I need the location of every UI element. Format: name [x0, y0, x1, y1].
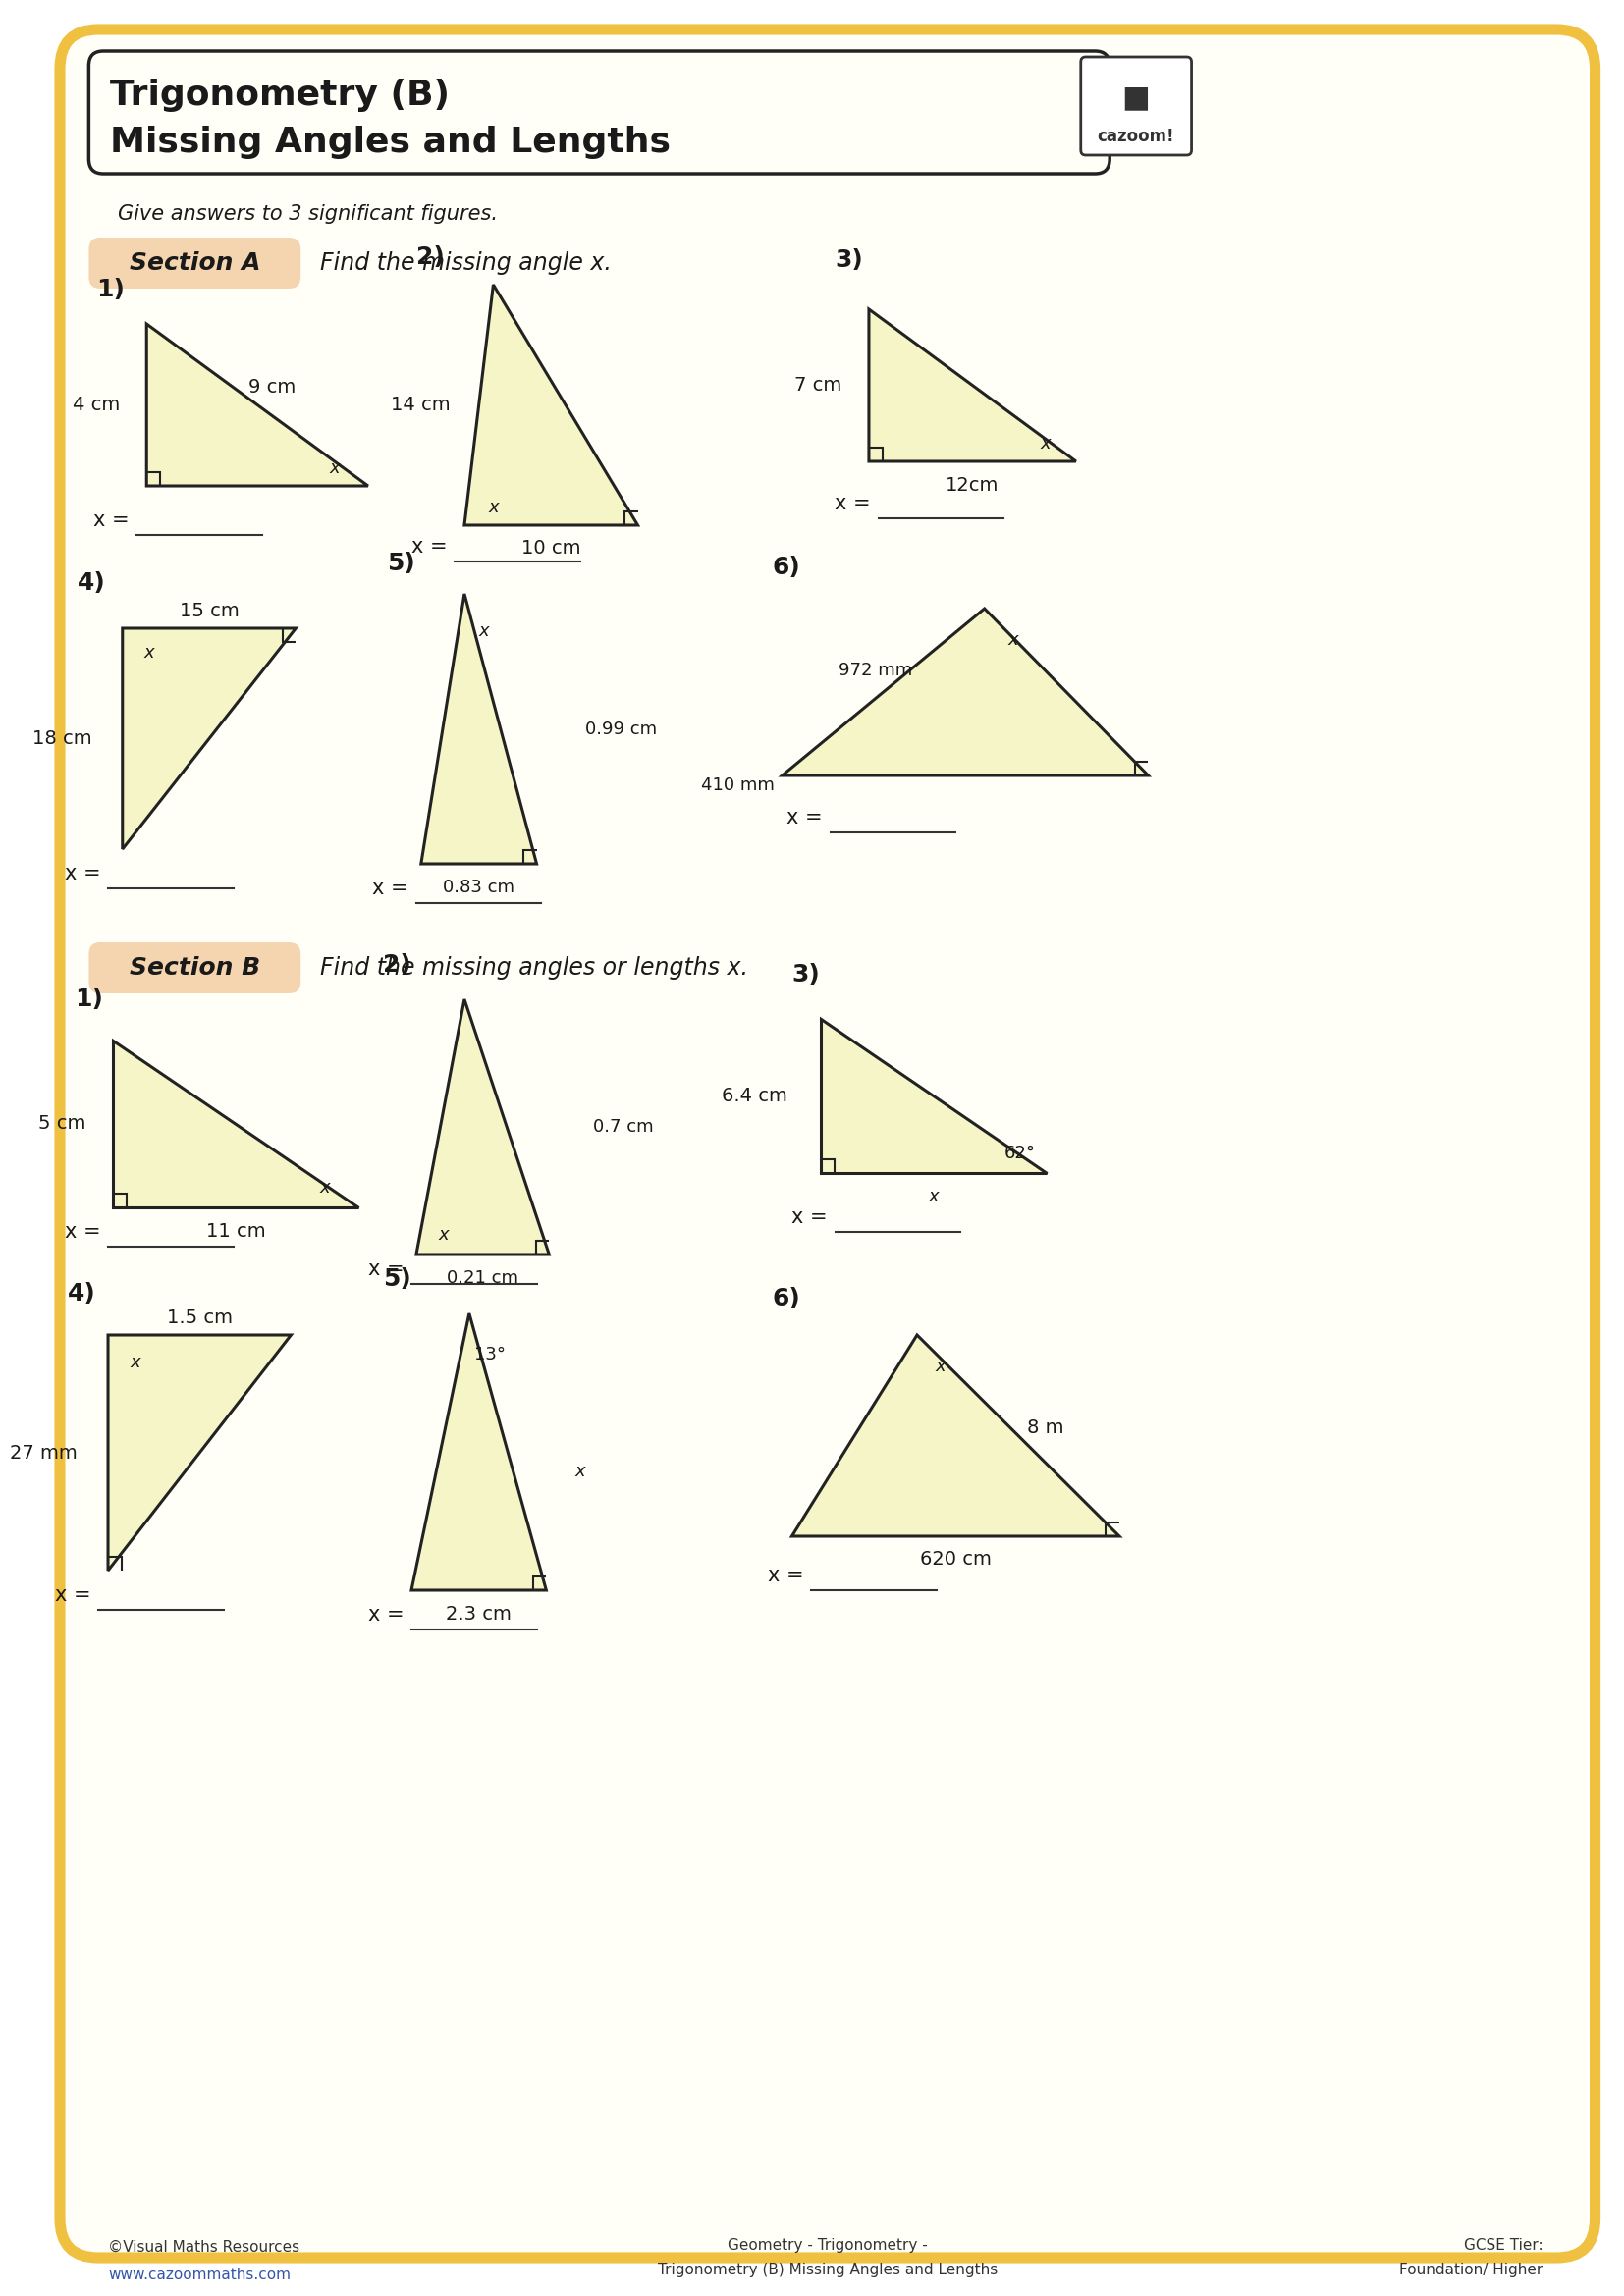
- Polygon shape: [122, 629, 296, 850]
- Text: Give answers to 3 significant figures.: Give answers to 3 significant figures.: [117, 204, 497, 223]
- Text: 62°: 62°: [1004, 1146, 1036, 1162]
- Text: Section A: Section A: [130, 250, 260, 276]
- Text: 2): 2): [383, 953, 411, 976]
- Text: 11 cm: 11 cm: [206, 1221, 265, 1240]
- Text: Geometry - Trigonometry -
Trigonometry (B) Missing Angles and Lengths: Geometry - Trigonometry - Trigonometry (…: [658, 2239, 997, 2278]
- Text: x: x: [330, 459, 339, 478]
- FancyBboxPatch shape: [89, 236, 300, 289]
- Text: x =: x =: [411, 537, 447, 556]
- Text: x =: x =: [372, 879, 409, 898]
- Text: x: x: [320, 1178, 330, 1196]
- Text: x: x: [929, 1187, 939, 1205]
- Text: 13°: 13°: [474, 1345, 507, 1364]
- Text: 0.83 cm: 0.83 cm: [443, 879, 515, 895]
- Text: cazoom!: cazoom!: [1098, 129, 1174, 145]
- FancyBboxPatch shape: [89, 51, 1109, 174]
- Text: 1.5 cm: 1.5 cm: [167, 1309, 232, 1327]
- Text: x =: x =: [768, 1566, 804, 1584]
- Text: x: x: [489, 498, 499, 517]
- Polygon shape: [109, 1334, 291, 1570]
- Text: x =: x =: [786, 808, 823, 827]
- Text: 27 mm: 27 mm: [10, 1444, 78, 1463]
- Text: x: x: [935, 1357, 945, 1375]
- Text: x: x: [438, 1226, 448, 1244]
- Text: x =: x =: [367, 1261, 404, 1279]
- Text: 12cm: 12cm: [945, 475, 999, 494]
- Polygon shape: [416, 999, 549, 1254]
- Polygon shape: [793, 1334, 1119, 1536]
- Text: Trigonometry (B): Trigonometry (B): [110, 78, 450, 113]
- Text: x: x: [145, 643, 154, 661]
- Text: 5 cm: 5 cm: [39, 1114, 86, 1134]
- Polygon shape: [783, 608, 1148, 776]
- Text: 1): 1): [96, 278, 125, 301]
- Polygon shape: [421, 595, 536, 863]
- Text: Section B: Section B: [130, 955, 260, 980]
- FancyBboxPatch shape: [89, 941, 300, 994]
- Text: 3): 3): [835, 248, 864, 271]
- Text: 0.21 cm: 0.21 cm: [447, 1270, 518, 1286]
- Text: 18 cm: 18 cm: [32, 730, 91, 748]
- Text: x =: x =: [835, 494, 870, 514]
- Polygon shape: [820, 1019, 1047, 1173]
- Text: 0.99 cm: 0.99 cm: [585, 721, 656, 737]
- Text: 9 cm: 9 cm: [248, 379, 296, 397]
- Text: 5): 5): [383, 1267, 411, 1290]
- Text: 6): 6): [773, 1286, 801, 1311]
- Text: x: x: [479, 622, 489, 641]
- Text: x =: x =: [791, 1208, 828, 1226]
- Text: x: x: [1009, 631, 1018, 650]
- Text: 14 cm: 14 cm: [390, 395, 450, 413]
- Text: 10 cm: 10 cm: [521, 540, 581, 558]
- Text: ■: ■: [1122, 83, 1150, 113]
- Text: 4): 4): [68, 1281, 96, 1306]
- Text: x =: x =: [65, 863, 101, 884]
- Text: 410 mm: 410 mm: [702, 776, 775, 794]
- Text: x: x: [1039, 434, 1051, 452]
- Text: 15 cm: 15 cm: [179, 602, 239, 620]
- Text: 0.7 cm: 0.7 cm: [593, 1118, 654, 1137]
- Text: x =: x =: [55, 1584, 91, 1605]
- Text: 1): 1): [75, 987, 102, 1010]
- Text: 620 cm: 620 cm: [919, 1550, 991, 1568]
- Text: x =: x =: [93, 510, 130, 530]
- Text: 2.3 cm: 2.3 cm: [447, 1605, 512, 1623]
- Text: x: x: [575, 1463, 586, 1481]
- Text: x =: x =: [65, 1221, 101, 1242]
- Text: 8 m: 8 m: [1026, 1419, 1064, 1437]
- Text: www.cazoommaths.com: www.cazoommaths.com: [109, 2268, 291, 2282]
- Text: 6.4 cm: 6.4 cm: [721, 1086, 788, 1104]
- FancyBboxPatch shape: [1082, 57, 1192, 156]
- Text: 972 mm: 972 mm: [838, 661, 913, 680]
- Text: 5): 5): [388, 551, 416, 576]
- Text: Find the missing angle x.: Find the missing angle x.: [320, 250, 611, 276]
- Text: 3): 3): [793, 962, 820, 987]
- Text: GCSE Tier:
Foundation/ Higher: GCSE Tier: Foundation/ Higher: [1400, 2239, 1543, 2278]
- Text: 6): 6): [773, 556, 801, 579]
- Text: ©Visual Maths Resources: ©Visual Maths Resources: [109, 2241, 299, 2255]
- Text: 7 cm: 7 cm: [794, 377, 841, 395]
- Text: Missing Angles and Lengths: Missing Angles and Lengths: [110, 126, 671, 158]
- FancyBboxPatch shape: [60, 30, 1595, 2257]
- Text: x: x: [130, 1355, 140, 1371]
- Text: 4): 4): [78, 572, 106, 595]
- Polygon shape: [112, 1040, 359, 1208]
- Polygon shape: [411, 1313, 546, 1591]
- Text: 2): 2): [416, 246, 445, 269]
- Polygon shape: [146, 324, 369, 487]
- Polygon shape: [464, 285, 638, 526]
- Text: x =: x =: [367, 1605, 404, 1626]
- Polygon shape: [869, 310, 1077, 461]
- Text: 4 cm: 4 cm: [71, 395, 120, 413]
- Text: Find the missing angles or lengths x.: Find the missing angles or lengths x.: [320, 955, 749, 980]
